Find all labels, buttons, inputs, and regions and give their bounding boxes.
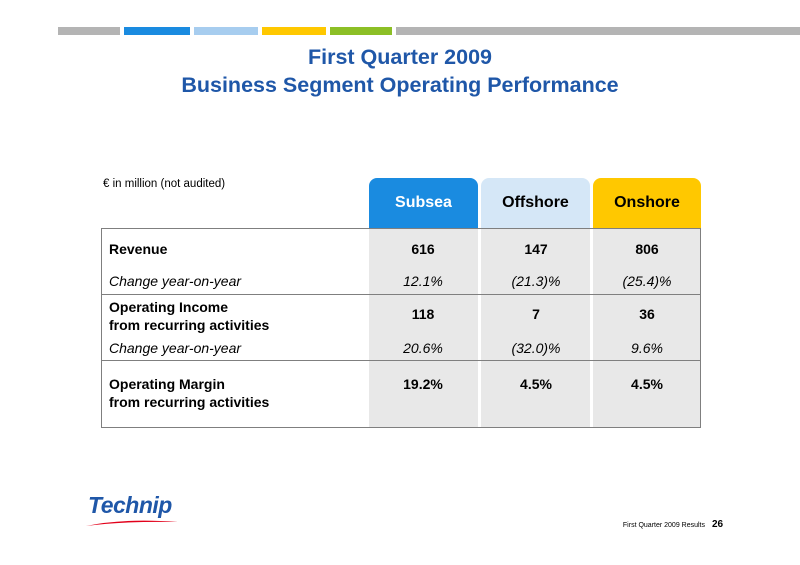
cell-revenue-onshore: 806 (635, 241, 659, 257)
cell-revenue-subsea: 616 (411, 241, 435, 257)
row-label-operating-margin-line1: Operating Margin (109, 376, 225, 392)
column-header-offshore: Offshore (481, 178, 590, 228)
logo-swoosh-icon (86, 520, 178, 526)
slide-title: First Quarter 2009 Business Segment Oper… (0, 43, 800, 99)
page-number: 26 (712, 519, 724, 530)
row-label-operating-income: Operating Income from recurring activiti… (109, 298, 269, 334)
column-header-onshore: Onshore (593, 178, 701, 228)
technip-logo: Technip (84, 492, 184, 532)
strip-segment-grey (58, 27, 120, 35)
cell-revenue-offshore: 147 (524, 241, 548, 257)
cell-revenue-change-offshore: (21.3)% (511, 273, 561, 289)
strip-segment-green (330, 27, 392, 35)
cell-operating-income-subsea: 118 (411, 306, 435, 322)
subsea-column-shade (369, 228, 478, 428)
table-frame (101, 228, 701, 428)
column-header-subsea: Subsea (369, 178, 478, 228)
column-header-offshore-label: Offshore (502, 194, 569, 211)
row-divider (101, 360, 701, 361)
strip-segment-light-blue (194, 27, 258, 35)
cell-operating-income-change-onshore: 9.6% (631, 340, 663, 356)
row-label-revenue: Revenue (109, 241, 168, 257)
cell-operating-margin-offshore: 4.5% (520, 376, 552, 392)
cell-operating-margin-subsea: 19.2% (403, 376, 443, 392)
row-label-operating-margin-line2: from recurring activities (109, 394, 270, 410)
technip-logo-text: Technip (88, 492, 172, 518)
row-label-operating-income-line2: from recurring activities (109, 317, 270, 333)
cell-revenue-change-onshore: (25.4)% (622, 273, 672, 289)
cell-operating-income-change-offshore: (32.0)% (511, 340, 561, 356)
row-label-operating-margin: Operating Margin from recurring activiti… (109, 375, 269, 411)
footer-caption: First Quarter 2009 Results (622, 522, 705, 529)
cell-operating-margin-onshore: 4.5% (631, 376, 663, 392)
top-color-strip (58, 27, 800, 35)
strip-segment-dark-blue (124, 27, 190, 35)
strip-segment-yellow (262, 27, 326, 35)
unit-note: € in million (not audited) (103, 178, 226, 190)
column-header-onshore-label: Onshore (614, 194, 680, 211)
logo-swoosh-red (86, 520, 178, 526)
row-label-operating-income-change: Change year-on-year (109, 340, 242, 356)
row-label-revenue-change: Change year-on-year (109, 273, 242, 289)
column-header-subsea-label: Subsea (395, 194, 452, 211)
cell-operating-income-change-subsea: 20.6% (403, 340, 443, 356)
slide-title-line1: First Quarter 2009 (307, 45, 493, 69)
row-divider (101, 294, 701, 295)
cell-revenue-change-subsea: 12.1% (403, 273, 443, 289)
cell-operating-income-onshore: 36 (639, 306, 655, 322)
onshore-column-shade (593, 228, 701, 428)
slide-title-line2: Business Segment Operating Performance (181, 73, 619, 97)
cell-operating-income-offshore: 7 (532, 306, 540, 322)
row-label-operating-income-line1: Operating Income (109, 299, 229, 315)
strip-segment-grey-long (396, 27, 800, 35)
offshore-column-shade (481, 228, 590, 428)
